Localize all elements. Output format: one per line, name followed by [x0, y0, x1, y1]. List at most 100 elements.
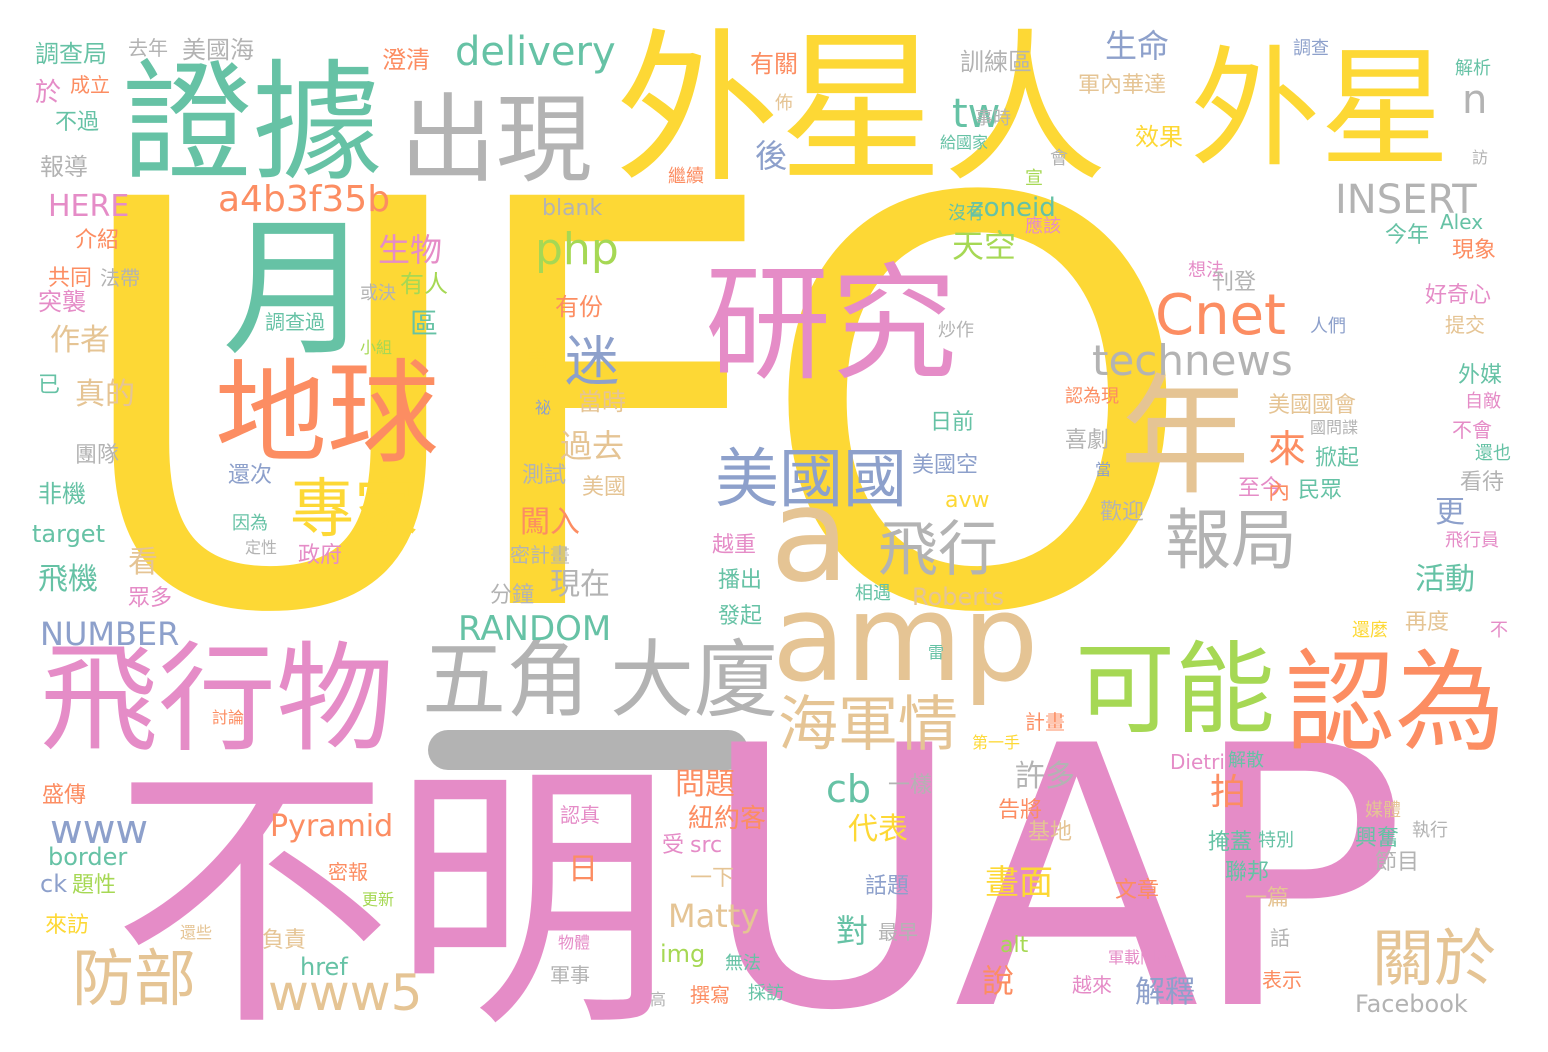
word: 天空 [952, 227, 1017, 265]
word: 最早 [878, 920, 918, 944]
word: 當時 [578, 388, 626, 416]
word: 證據 [122, 47, 383, 199]
word: Dietrich [1170, 750, 1249, 774]
word: 對 [836, 912, 869, 950]
word: 看 [128, 545, 158, 580]
word: 測試 [522, 463, 567, 488]
word: alt [1000, 933, 1029, 958]
word: 民眾 [1298, 478, 1343, 503]
word: 拍 [1210, 772, 1247, 813]
word: 區 [410, 307, 439, 340]
word: 迷 [565, 330, 619, 393]
word: 雷 [928, 643, 945, 662]
word: 共同 [48, 266, 93, 291]
word: a [770, 459, 850, 611]
word: 外星人 [615, 14, 1108, 205]
word: 還次 [228, 463, 273, 488]
word: 更新 [362, 890, 395, 909]
word: 認為 [1285, 639, 1505, 767]
word: 國問諜 [1310, 418, 1359, 437]
word: 自敵 [1465, 391, 1501, 412]
word: 越重 [712, 533, 757, 558]
word: 效果 [1135, 123, 1183, 151]
word: 問題 [675, 767, 735, 802]
word: 採訪 [748, 983, 784, 1004]
word: UAP [700, 670, 1407, 1052]
word: 基地 [1028, 820, 1073, 845]
word: INSERT [1335, 177, 1477, 223]
word: avw [945, 488, 990, 513]
word: 突襲 [38, 288, 86, 316]
word: 解散 [1228, 750, 1264, 771]
word: 物體 [558, 933, 591, 952]
word: 還些 [180, 923, 213, 942]
word: 刊登 [1212, 270, 1257, 295]
word: Matty [668, 897, 760, 935]
word: 媒體 [1365, 800, 1401, 821]
word: 炒作 [938, 320, 974, 341]
word: 好奇心 [1425, 283, 1492, 308]
word: border [48, 843, 128, 871]
word: 給國家 [940, 133, 989, 152]
word: tw [952, 91, 1001, 137]
word: 作者 [50, 323, 110, 358]
word: 小組 [360, 338, 393, 357]
word: 有份 [555, 293, 603, 321]
word: cb [826, 767, 872, 811]
word: php [535, 224, 619, 275]
word: 節目 [1375, 850, 1420, 875]
word: 飛行員 [1445, 530, 1499, 551]
word: 還也 [1475, 443, 1511, 464]
word: 外星 [1190, 33, 1451, 185]
word: 盛傳 [42, 783, 87, 808]
word: 活動 [1415, 562, 1475, 597]
word: 澄清 [382, 46, 430, 74]
word: 美國 [582, 475, 627, 500]
word: 發起 [718, 604, 763, 629]
word: 有關 [750, 50, 798, 78]
word: 來 [1268, 427, 1307, 471]
word: 過去 [560, 427, 625, 465]
word: 歡迎 [1100, 500, 1145, 525]
word: Roberts [912, 583, 1005, 611]
word: 現象 [1452, 238, 1497, 263]
word: 後 [755, 137, 788, 175]
word: 會 [1050, 148, 1068, 169]
word: 高 [650, 990, 667, 1009]
word: 第一手 [972, 733, 1021, 752]
word: RANDOM [458, 609, 612, 649]
word: 喜劇 [1065, 428, 1110, 453]
word: target [32, 520, 105, 548]
word: 闖入 [520, 505, 580, 540]
word: amp [772, 570, 1039, 709]
word: 飛行 [878, 515, 998, 585]
word: 無法 [725, 953, 761, 974]
word: 軍事 [550, 963, 590, 987]
word: 至今 [1238, 476, 1283, 501]
word: 美國國會 [1268, 393, 1357, 418]
word: 外媒 [1458, 363, 1503, 388]
word: 軍載門機 [1108, 948, 1173, 967]
word: 相遇 [855, 583, 891, 604]
word: 或決 [360, 283, 396, 304]
word: Facebook [1355, 990, 1468, 1018]
word: 更 [1435, 495, 1465, 530]
word: 負責 [262, 928, 307, 953]
word: 定性 [245, 538, 278, 557]
word: 已 [38, 373, 61, 398]
word: 日 [568, 852, 598, 887]
word: 內 [1268, 480, 1291, 505]
word: 今年 [1385, 223, 1430, 248]
word: 報局 [1165, 502, 1297, 579]
word: 宣 [1025, 168, 1043, 189]
word: 人們 [1310, 316, 1346, 337]
word: 政府 [298, 543, 343, 568]
word: 興奮 [1355, 826, 1400, 851]
word: 可能 [1075, 631, 1275, 748]
word: 專家 [290, 473, 418, 547]
word: 受 [662, 833, 685, 858]
gray-bar [428, 730, 748, 770]
word: 防部 [72, 942, 197, 1015]
word: 聯邦 [1225, 860, 1270, 885]
word: 掩蓋 [1208, 830, 1253, 855]
